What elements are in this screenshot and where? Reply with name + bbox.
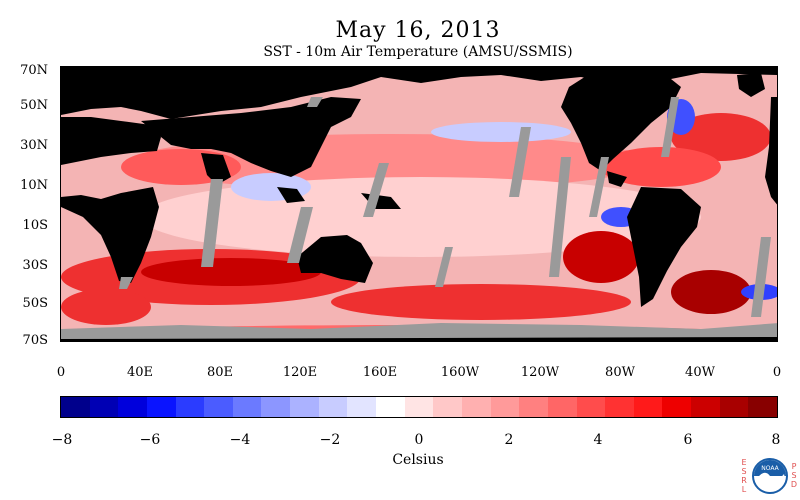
southeast-pacific-warm bbox=[563, 231, 639, 283]
lat-label-70n: 70N bbox=[20, 63, 48, 78]
lon-label-40w: 40W bbox=[685, 365, 715, 380]
colorbar-swatch bbox=[261, 397, 291, 417]
swath-5 bbox=[509, 127, 531, 197]
north-pacific-cool bbox=[431, 122, 571, 142]
swath-9 bbox=[751, 237, 771, 317]
noaa-emblem-icon: NOAA bbox=[752, 458, 788, 494]
colorbar-tick-label: −4 bbox=[229, 432, 251, 448]
colorbar-swatch bbox=[547, 397, 577, 417]
colorbar-swatch bbox=[318, 397, 348, 417]
south-atlantic-strong bbox=[671, 270, 751, 314]
colorbar-swatch bbox=[146, 397, 176, 417]
south-atlantic-west bbox=[61, 289, 151, 325]
borneo-land bbox=[277, 187, 305, 203]
colorbar-tick-label: 4 bbox=[593, 432, 603, 448]
colorbar-tick-label: 2 bbox=[504, 432, 514, 448]
south-indian-strong bbox=[141, 258, 321, 286]
swath-3 bbox=[363, 163, 389, 217]
colorbar-swatch bbox=[490, 397, 520, 417]
psd-letters: P S D bbox=[790, 462, 798, 489]
colorbar-swatch bbox=[175, 397, 205, 417]
south-america-land bbox=[627, 187, 701, 307]
colorbar-swatch bbox=[290, 397, 319, 417]
colorbar-swatch bbox=[461, 397, 491, 417]
colorbar-title: Celsius bbox=[392, 452, 444, 468]
colorbar-swatch bbox=[719, 397, 749, 417]
swath-11 bbox=[307, 97, 323, 107]
north-america-land bbox=[561, 71, 681, 171]
lat-label-10n: 10N bbox=[20, 178, 48, 193]
lon-label-0-end: 0 bbox=[772, 365, 782, 380]
lat-label-50s: 50S bbox=[22, 296, 48, 311]
noaa-badge-text: NOAA bbox=[761, 465, 779, 472]
central-america-land bbox=[607, 171, 627, 187]
colorbar-swatch bbox=[404, 397, 434, 417]
lon-label-80e: 80E bbox=[206, 365, 234, 380]
swath-4 bbox=[435, 247, 453, 287]
swath-10 bbox=[119, 277, 133, 289]
colorbar-swatch bbox=[748, 397, 778, 417]
colorbar-swatch bbox=[633, 397, 663, 417]
north-atlantic-warm bbox=[671, 113, 771, 161]
esrl-psd-noaa-logo: E S R L NOAA P S D bbox=[740, 456, 798, 500]
colorbar-swatch bbox=[118, 397, 147, 417]
atlantic-warm bbox=[601, 147, 721, 187]
australia-land bbox=[297, 235, 373, 283]
colorbar-swatch bbox=[376, 397, 405, 417]
lon-label-80w: 80W bbox=[605, 365, 635, 380]
india-land bbox=[201, 153, 231, 185]
greenland-land bbox=[737, 73, 765, 97]
colorbar-swatch bbox=[433, 397, 462, 417]
colorbar-tick-label: −6 bbox=[139, 432, 161, 448]
colorbar-tick-label: 0 bbox=[414, 432, 424, 448]
colorbar-swatch bbox=[204, 397, 233, 417]
lat-label-30n: 30N bbox=[20, 138, 48, 153]
lon-label-0: 0 bbox=[56, 365, 66, 380]
lat-label-70s: 70S bbox=[22, 333, 48, 348]
colorbar-swatch bbox=[662, 397, 692, 417]
south-pacific-warm bbox=[331, 284, 631, 320]
lon-label-160w: 160W bbox=[440, 365, 480, 380]
map-canvas bbox=[61, 67, 777, 341]
sst-anomaly-map bbox=[60, 66, 778, 342]
lat-label-10s: 10S bbox=[22, 218, 48, 233]
lon-label-160e: 160E bbox=[362, 365, 398, 380]
sea-ice-band bbox=[61, 323, 777, 339]
colorbar-swatch bbox=[605, 397, 634, 417]
page-title: May 16, 2013 bbox=[335, 18, 501, 43]
esrl-letters: E S R L bbox=[741, 458, 747, 494]
asia-land bbox=[141, 97, 361, 177]
colorbar-swatch bbox=[232, 397, 262, 417]
lat-label-50n: 50N bbox=[20, 98, 48, 113]
colorbar-swatch bbox=[519, 397, 548, 417]
west-africa-edge-land bbox=[765, 97, 777, 205]
lat-label-30s: 30S bbox=[22, 258, 48, 273]
africa-land bbox=[61, 187, 159, 283]
colorbar-swatch bbox=[576, 397, 606, 417]
colorbar-swatch bbox=[347, 397, 377, 417]
colorbar-tick-label: 8 bbox=[771, 432, 781, 448]
swath-7 bbox=[589, 157, 609, 217]
colorbar-swatch bbox=[691, 397, 720, 417]
europe-land bbox=[61, 117, 161, 165]
colorbar-tick-label: 6 bbox=[683, 432, 693, 448]
colorbar-tick-label: −8 bbox=[51, 432, 73, 448]
lon-label-120w: 120W bbox=[520, 365, 560, 380]
lon-label-120e: 120E bbox=[282, 365, 318, 380]
colorbar-swatch bbox=[89, 397, 119, 417]
lon-label-40e: 40E bbox=[126, 365, 154, 380]
page-subtitle: SST - 10m Air Temperature (AMSU/SSMIS) bbox=[263, 44, 573, 60]
swath-8 bbox=[661, 97, 679, 157]
colorbar-tick-label: −2 bbox=[319, 432, 341, 448]
swath-1 bbox=[201, 179, 223, 267]
swath-2 bbox=[287, 207, 313, 263]
colorbar bbox=[60, 396, 778, 418]
colorbar-swatch bbox=[61, 397, 90, 417]
no-data-swaths bbox=[61, 97, 777, 339]
swath-6 bbox=[549, 157, 571, 277]
